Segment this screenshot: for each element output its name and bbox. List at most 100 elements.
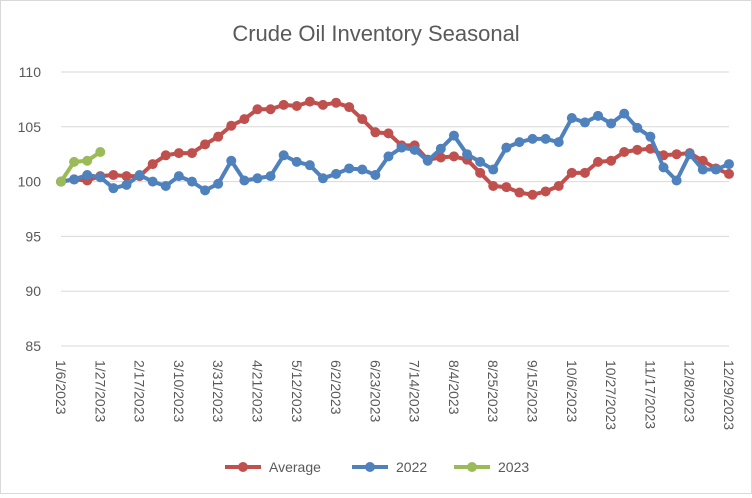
series-layer (56, 96, 734, 200)
x-tick-label: 3/10/2023 (171, 360, 187, 422)
data-point (357, 114, 368, 125)
data-point (278, 150, 289, 161)
x-tick-label: 7/14/2023 (407, 360, 423, 422)
y-tick-label: 90 (25, 283, 41, 299)
data-point (462, 149, 473, 160)
data-point (147, 159, 158, 170)
y-axis-ticks: 85 90 95 100 105 110 (18, 64, 42, 354)
data-point (69, 156, 80, 167)
data-point (226, 120, 237, 131)
legend-item-2023: 2023 (454, 459, 529, 475)
legend-label: 2022 (396, 459, 427, 475)
data-point (435, 152, 446, 163)
data-point (108, 183, 119, 194)
data-point (134, 170, 145, 181)
data-point (370, 170, 381, 181)
data-point (357, 164, 368, 175)
data-point (265, 171, 276, 182)
data-point (501, 142, 512, 153)
data-point (160, 180, 171, 191)
data-point (632, 122, 643, 133)
data-point (331, 97, 342, 108)
legend-item-2022: 2022 (352, 459, 427, 475)
y-tick-label: 100 (18, 174, 42, 190)
x-tick-label: 3/31/2023 (210, 360, 226, 422)
data-point (160, 150, 171, 161)
data-point (658, 162, 669, 173)
data-point (422, 155, 433, 166)
data-point (200, 139, 211, 150)
data-point (566, 113, 577, 124)
data-point (186, 176, 197, 187)
data-point (69, 174, 80, 185)
data-point (593, 156, 604, 167)
data-point (684, 149, 695, 160)
data-point (317, 173, 328, 184)
data-point (697, 155, 708, 166)
data-point (95, 147, 106, 158)
data-point (435, 143, 446, 154)
y-tick-label: 85 (25, 338, 41, 354)
x-tick-label: 10/6/2023 (564, 360, 580, 422)
data-point (173, 171, 184, 182)
data-point (593, 110, 604, 121)
data-point (344, 163, 355, 174)
data-point (527, 133, 538, 144)
data-point (514, 187, 525, 198)
legend-label: Average (269, 459, 321, 475)
x-tick-label: 4/21/2023 (249, 360, 265, 422)
data-point (527, 189, 538, 200)
data-point (252, 173, 263, 184)
data-point (82, 155, 93, 166)
data-point (291, 156, 302, 167)
series-line-2023 (59, 150, 103, 184)
series-2023 (56, 147, 106, 187)
data-point (304, 96, 315, 107)
x-axis-ticks: 1/6/2023 1/27/2023 2/17/2023 3/10/2023 3/31/… (53, 360, 737, 430)
data-point (252, 104, 263, 115)
x-tick-label: 1/6/2023 (53, 360, 69, 415)
data-point (475, 167, 486, 178)
data-point (396, 142, 407, 153)
legend-swatch-marker (467, 462, 477, 472)
x-tick-label: 12/29/2023 (721, 360, 737, 430)
data-point (108, 170, 119, 181)
data-point (173, 148, 184, 159)
x-tick-label: 10/27/2023 (603, 360, 619, 430)
x-tick-label: 6/23/2023 (367, 360, 383, 422)
data-point (331, 168, 342, 179)
data-point (553, 180, 564, 191)
data-point (121, 171, 132, 182)
series-line-average (59, 99, 731, 197)
data-point (213, 131, 224, 142)
data-point (370, 127, 381, 138)
data-point (606, 118, 617, 129)
data-point (475, 156, 486, 167)
x-tick-label: 6/2/2023 (328, 360, 344, 415)
data-point (383, 151, 394, 162)
data-point (671, 175, 682, 186)
data-point (579, 117, 590, 128)
data-point (213, 178, 224, 189)
x-tick-label: 11/17/2023 (642, 360, 658, 429)
legend-item-average: Average (225, 459, 321, 475)
series-2022 (56, 108, 734, 196)
data-point (645, 131, 656, 142)
data-point (448, 130, 459, 141)
data-point (147, 176, 158, 187)
data-point (579, 167, 590, 178)
x-tick-label: 8/4/2023 (446, 360, 462, 415)
data-point (278, 99, 289, 110)
data-point (632, 144, 643, 155)
x-tick-label: 9/15/2023 (525, 360, 541, 422)
y-tick-label: 110 (19, 64, 42, 80)
data-point (488, 164, 499, 175)
data-point (226, 155, 237, 166)
legend-swatch-marker (365, 462, 375, 472)
data-point (409, 144, 420, 155)
data-point (383, 128, 394, 139)
data-point (56, 176, 66, 187)
data-point (186, 148, 197, 159)
data-point (82, 170, 93, 181)
